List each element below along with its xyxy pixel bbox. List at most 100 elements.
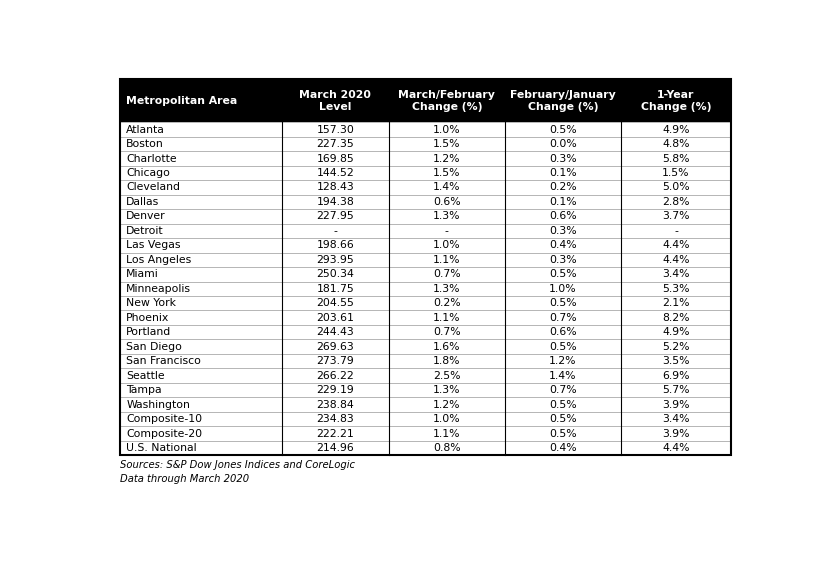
Text: 144.52: 144.52 xyxy=(316,168,354,178)
Text: February/January
Change (%): February/January Change (%) xyxy=(510,90,616,112)
Text: 227.35: 227.35 xyxy=(316,139,354,149)
Text: 0.4%: 0.4% xyxy=(549,443,577,453)
Text: 181.75: 181.75 xyxy=(316,284,354,294)
Text: 1.3%: 1.3% xyxy=(433,385,461,395)
Text: New York: New York xyxy=(126,298,176,308)
Text: 4.9%: 4.9% xyxy=(662,327,690,337)
Text: March 2020
Level: March 2020 Level xyxy=(300,90,371,112)
Text: 1-Year
Change (%): 1-Year Change (%) xyxy=(641,90,711,112)
Text: Charlotte: Charlotte xyxy=(126,153,177,164)
Text: 0.3%: 0.3% xyxy=(549,255,577,265)
Text: Detroit: Detroit xyxy=(126,226,164,236)
Text: 1.0%: 1.0% xyxy=(433,240,461,250)
Text: 250.34: 250.34 xyxy=(316,269,354,279)
Text: 1.0%: 1.0% xyxy=(549,284,577,294)
Text: 1.3%: 1.3% xyxy=(433,211,461,222)
Text: 0.0%: 0.0% xyxy=(549,139,577,149)
Text: 3.4%: 3.4% xyxy=(662,269,690,279)
Text: 0.5%: 0.5% xyxy=(549,298,577,308)
Text: Minneapolis: Minneapolis xyxy=(126,284,191,294)
Text: 203.61: 203.61 xyxy=(316,313,354,323)
Text: Portland: Portland xyxy=(126,327,172,337)
Text: 0.4%: 0.4% xyxy=(549,240,577,250)
Text: 214.96: 214.96 xyxy=(316,443,354,453)
Text: 1.1%: 1.1% xyxy=(433,313,461,323)
Text: 1.0%: 1.0% xyxy=(433,414,461,424)
Text: 0.6%: 0.6% xyxy=(549,211,577,222)
Text: 227.95: 227.95 xyxy=(316,211,354,222)
Text: Chicago: Chicago xyxy=(126,168,170,178)
Text: Denver: Denver xyxy=(126,211,166,222)
Text: 229.19: 229.19 xyxy=(316,385,354,395)
Text: 0.3%: 0.3% xyxy=(549,153,577,164)
Text: Dallas: Dallas xyxy=(126,197,159,207)
Text: 244.43: 244.43 xyxy=(316,327,354,337)
Text: 8.2%: 8.2% xyxy=(662,313,690,323)
Text: Tampa: Tampa xyxy=(126,385,162,395)
Text: 1.2%: 1.2% xyxy=(549,356,577,366)
Text: 1.5%: 1.5% xyxy=(433,139,461,149)
Text: 5.0%: 5.0% xyxy=(662,182,690,193)
Text: 1.8%: 1.8% xyxy=(433,356,461,366)
Text: 198.66: 198.66 xyxy=(316,240,354,250)
Text: Atlanta: Atlanta xyxy=(126,124,165,135)
Text: 4.4%: 4.4% xyxy=(662,443,690,453)
Text: 157.30: 157.30 xyxy=(316,124,354,135)
Text: 4.9%: 4.9% xyxy=(662,124,690,135)
Text: Sources: S&P Dow Jones Indices and CoreLogic
Data through March 2020: Sources: S&P Dow Jones Indices and CoreL… xyxy=(120,461,355,485)
Text: Cleveland: Cleveland xyxy=(126,182,180,193)
Text: U.S. National: U.S. National xyxy=(126,443,197,453)
Text: Composite-10: Composite-10 xyxy=(126,414,203,424)
Text: Composite-20: Composite-20 xyxy=(126,428,203,438)
Text: 4.4%: 4.4% xyxy=(662,240,690,250)
Bar xyxy=(120,79,731,122)
Text: 0.2%: 0.2% xyxy=(433,298,461,308)
Text: Seattle: Seattle xyxy=(126,371,165,381)
Text: 0.5%: 0.5% xyxy=(549,428,577,438)
Text: 0.8%: 0.8% xyxy=(433,443,461,453)
Text: Las Vegas: Las Vegas xyxy=(126,240,181,250)
Text: 1.1%: 1.1% xyxy=(433,255,461,265)
Text: 0.5%: 0.5% xyxy=(549,414,577,424)
Text: 0.5%: 0.5% xyxy=(549,269,577,279)
Text: March/February
Change (%): March/February Change (%) xyxy=(398,90,496,112)
Text: 169.85: 169.85 xyxy=(316,153,354,164)
Text: 3.4%: 3.4% xyxy=(662,414,690,424)
Text: 0.5%: 0.5% xyxy=(549,124,577,135)
Text: 1.6%: 1.6% xyxy=(433,342,461,352)
Text: 5.3%: 5.3% xyxy=(662,284,690,294)
Text: 238.84: 238.84 xyxy=(316,399,354,410)
Text: 0.3%: 0.3% xyxy=(549,226,577,236)
Text: 3.5%: 3.5% xyxy=(662,356,690,366)
Text: 269.63: 269.63 xyxy=(316,342,354,352)
Text: 2.8%: 2.8% xyxy=(662,197,690,207)
Text: Los Angeles: Los Angeles xyxy=(126,255,192,265)
Bar xyxy=(120,79,731,455)
Text: 1.4%: 1.4% xyxy=(549,371,577,381)
Text: 6.9%: 6.9% xyxy=(662,371,690,381)
Text: 5.7%: 5.7% xyxy=(662,385,690,395)
Text: 3.7%: 3.7% xyxy=(662,211,690,222)
Text: 2.1%: 2.1% xyxy=(662,298,690,308)
Text: 273.79: 273.79 xyxy=(316,356,354,366)
Text: 5.8%: 5.8% xyxy=(662,153,690,164)
Text: 1.0%: 1.0% xyxy=(433,124,461,135)
Text: 4.4%: 4.4% xyxy=(662,255,690,265)
Text: 4.8%: 4.8% xyxy=(662,139,690,149)
Text: Metropolitan Area: Metropolitan Area xyxy=(126,96,237,106)
Text: -: - xyxy=(445,226,449,236)
Text: 1.1%: 1.1% xyxy=(433,428,461,438)
Text: 0.7%: 0.7% xyxy=(549,385,577,395)
Text: San Francisco: San Francisco xyxy=(126,356,201,366)
Text: 1.2%: 1.2% xyxy=(433,153,461,164)
Text: 0.5%: 0.5% xyxy=(549,342,577,352)
Text: 1.4%: 1.4% xyxy=(433,182,461,193)
Text: 1.2%: 1.2% xyxy=(433,399,461,410)
Text: Phoenix: Phoenix xyxy=(126,313,169,323)
Text: 128.43: 128.43 xyxy=(316,182,354,193)
Text: 194.38: 194.38 xyxy=(316,197,354,207)
Text: 3.9%: 3.9% xyxy=(662,399,690,410)
Text: 0.1%: 0.1% xyxy=(549,197,577,207)
Text: 234.83: 234.83 xyxy=(316,414,354,424)
Text: 0.5%: 0.5% xyxy=(549,399,577,410)
